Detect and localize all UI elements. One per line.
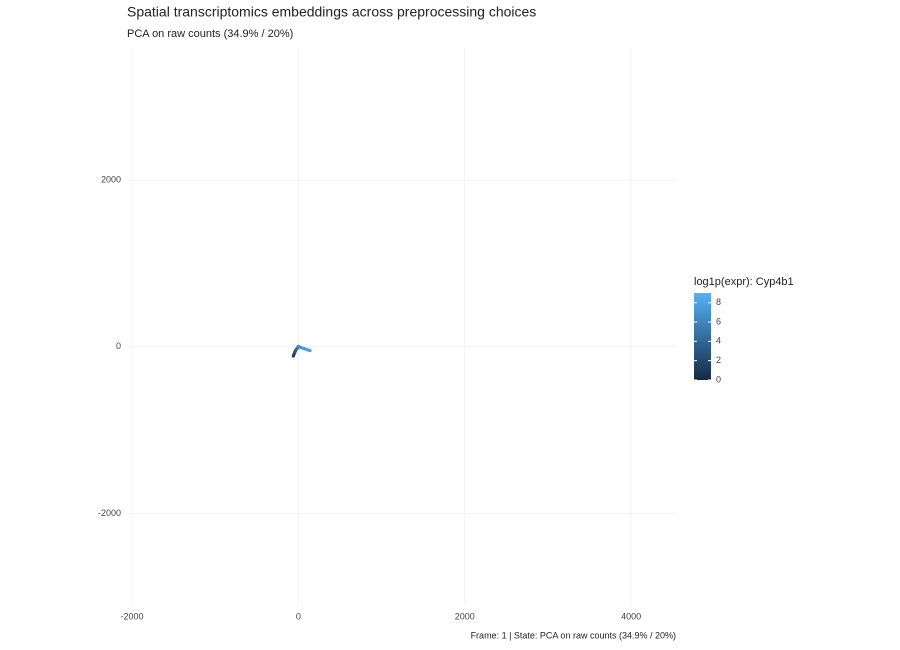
point [308, 348, 312, 353]
chart-subtitle: PCA on raw counts (34.9% / 20%) [127, 28, 293, 40]
x-tick-label: -2000 [120, 611, 143, 621]
caption: Frame: 1 | State: PCA on raw counts (34.… [471, 630, 676, 640]
colorbar-tick-label: 0 [716, 374, 721, 384]
x-tick-label: 4000 [621, 611, 641, 621]
x-tick-label: 2000 [455, 611, 475, 621]
y-tick-label: 0 [116, 341, 121, 351]
colorbar-title: log1p(expr): Cyp4b1 [694, 276, 794, 288]
colorbar-tick-label: 6 [716, 316, 721, 326]
colorbar-tick-label: 2 [716, 355, 721, 365]
chart-title: Spatial transcriptomics embeddings acros… [127, 4, 536, 20]
colorbar-tick-label: 4 [716, 336, 721, 346]
x-tick-label: 0 [296, 611, 301, 621]
colorbar [694, 293, 711, 380]
y-tick-label: -2000 [98, 508, 121, 518]
colorbar-tick-label: 8 [716, 297, 721, 307]
y-tick-label: 2000 [101, 175, 121, 185]
